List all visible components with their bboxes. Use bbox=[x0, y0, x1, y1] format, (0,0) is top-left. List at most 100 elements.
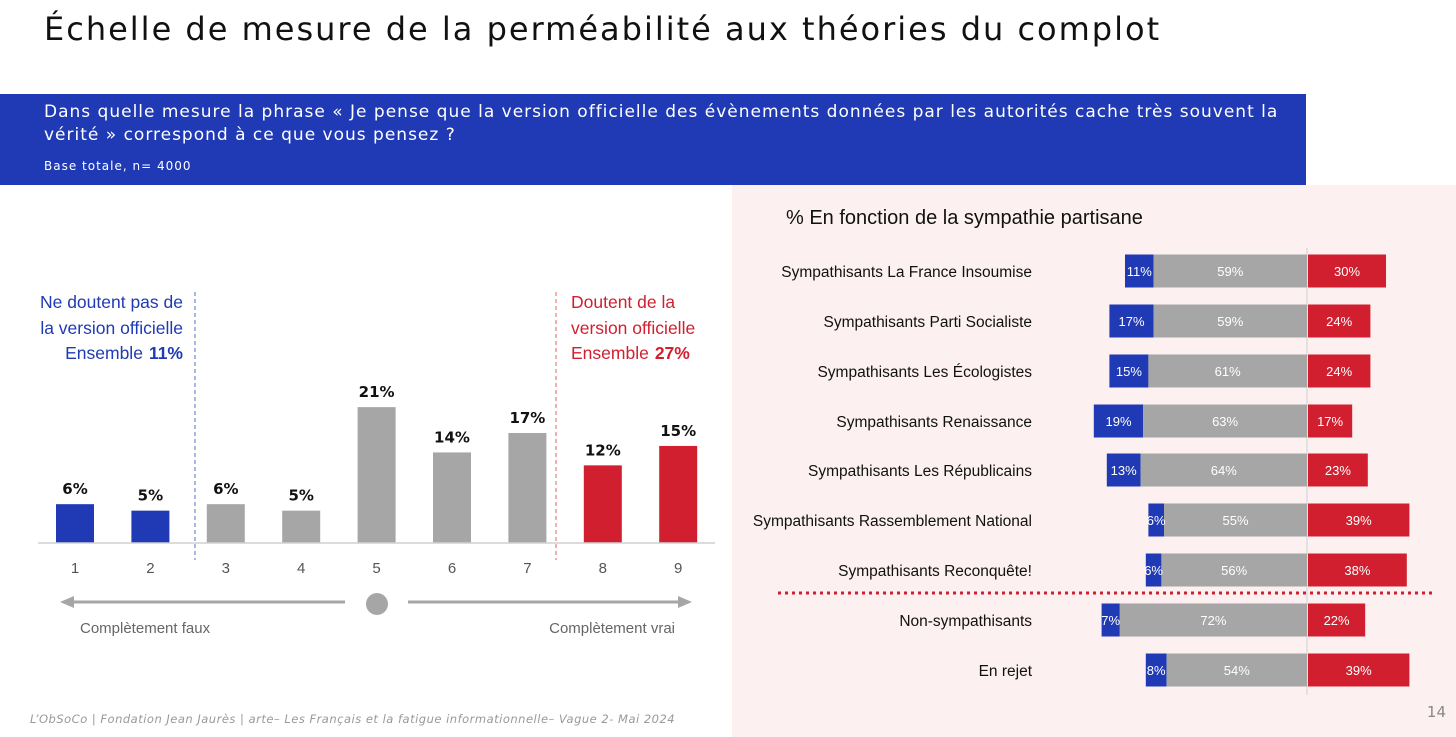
doubt-line3: Ensemble 27% bbox=[571, 343, 690, 363]
party-value-no-doubt: 13% bbox=[1111, 463, 1137, 478]
bar-value-label: 6% bbox=[62, 480, 87, 498]
no-doubt-ensemble-label: Ensemble bbox=[65, 343, 143, 363]
party-label: En rejet bbox=[979, 663, 1033, 680]
party-bar-neutral bbox=[1166, 653, 1307, 687]
party-value-doubt: 24% bbox=[1326, 364, 1352, 379]
party-bar-no-doubt bbox=[1101, 603, 1120, 637]
party-value-no-doubt: 17% bbox=[1118, 314, 1144, 329]
doubt-annotation: Doutent de la version officielle Ensembl… bbox=[571, 292, 695, 363]
x-tick-label: 8 bbox=[599, 560, 607, 577]
x-tick-label: 2 bbox=[146, 560, 154, 577]
base-text: Base totale, n= 4000 bbox=[44, 159, 192, 173]
axis-left-label: Complètement faux bbox=[80, 620, 211, 637]
party-label: Sympathisants Rassemblement National bbox=[753, 513, 1032, 530]
party-bar-doubt bbox=[1308, 304, 1371, 338]
party-bar-no-doubt bbox=[1109, 354, 1149, 388]
footer-source: L’ObSoCo | Fondation Jean Jaurès | arte–… bbox=[30, 712, 676, 726]
bar-2 bbox=[131, 510, 170, 543]
no-doubt-total-value: 11% bbox=[149, 343, 183, 363]
party-bar-doubt bbox=[1308, 354, 1371, 388]
party-value-neutral: 54% bbox=[1224, 663, 1250, 678]
party-value-neutral: 64% bbox=[1211, 463, 1237, 478]
bar-value-label: 14% bbox=[434, 428, 470, 446]
party-value-doubt: 23% bbox=[1325, 463, 1351, 478]
scale-midpoint-icon bbox=[366, 593, 388, 615]
arrow-left-head-icon bbox=[60, 596, 74, 608]
doubt-line1: Doutent de la bbox=[571, 292, 675, 312]
party-bar-neutral bbox=[1143, 404, 1307, 438]
party-bar-doubt bbox=[1308, 404, 1353, 438]
bar-1 bbox=[56, 504, 94, 543]
party-value-no-doubt: 11% bbox=[1127, 264, 1152, 279]
doubt-total-value: 27% bbox=[655, 343, 690, 363]
bar-value-label: 12% bbox=[585, 441, 621, 459]
party-label: Sympathisants Parti Socialiste bbox=[824, 314, 1032, 331]
doubt-line2: version officielle bbox=[571, 318, 695, 338]
bar-6 bbox=[433, 452, 471, 543]
x-tick-label: 9 bbox=[674, 560, 682, 577]
x-tick-label: 7 bbox=[523, 560, 531, 577]
x-tick-label: 4 bbox=[297, 560, 305, 577]
party-value-neutral: 59% bbox=[1217, 264, 1243, 279]
party-value-doubt: 22% bbox=[1324, 613, 1350, 628]
party-chart-title: % En fonction de la sympathie partisane bbox=[786, 207, 1143, 229]
bar-value-label: 5% bbox=[288, 487, 313, 505]
party-label: Sympathisants Les Écologistes bbox=[817, 364, 1032, 381]
party-bar-doubt bbox=[1308, 503, 1410, 537]
bar-9 bbox=[659, 445, 698, 543]
party-value-neutral: 61% bbox=[1215, 364, 1241, 379]
x-tick-label: 5 bbox=[372, 560, 380, 577]
party-label: Sympathisants La France Insoumise bbox=[781, 264, 1032, 281]
party-label: Sympathisants Reconquête! bbox=[838, 563, 1032, 580]
bar-3 bbox=[206, 504, 245, 543]
no-doubt-annotation: Ne doutent pas de la version officielle … bbox=[40, 292, 183, 363]
party-bar-no-doubt bbox=[1148, 503, 1164, 537]
party-value-no-doubt: 8% bbox=[1147, 663, 1166, 678]
bar-value-label: 17% bbox=[509, 409, 545, 427]
party-bar-no-doubt bbox=[1125, 254, 1154, 288]
party-bar-no-doubt bbox=[1145, 653, 1167, 687]
bar-4 bbox=[282, 510, 321, 543]
party-value-no-doubt: 19% bbox=[1105, 414, 1131, 429]
party-bar-neutral bbox=[1148, 354, 1307, 388]
party-bar-neutral bbox=[1140, 453, 1307, 487]
party-bar-doubt bbox=[1308, 553, 1407, 587]
arrow-right-head-icon bbox=[678, 596, 692, 608]
party-label: Sympathisants Les Républicains bbox=[808, 463, 1032, 480]
no-doubt-line3: Ensemble 11% bbox=[65, 343, 183, 363]
bar-value-label: 21% bbox=[359, 383, 395, 401]
no-doubt-line2: la version officielle bbox=[40, 318, 183, 338]
party-bar-neutral bbox=[1161, 553, 1307, 587]
bar-5 bbox=[357, 407, 396, 543]
party-value-neutral: 56% bbox=[1221, 563, 1247, 578]
party-bar-doubt bbox=[1308, 453, 1368, 487]
party-value-neutral: 55% bbox=[1222, 513, 1248, 528]
party-value-no-doubt: 6% bbox=[1147, 513, 1166, 528]
x-tick-label: 3 bbox=[222, 560, 230, 577]
axis-right-label: Complètement vrai bbox=[549, 620, 675, 637]
question-banner: Dans quelle mesure la phrase « Je pense … bbox=[0, 94, 1306, 185]
party-bar-no-doubt bbox=[1145, 553, 1162, 587]
party-bar-doubt bbox=[1308, 254, 1386, 288]
party-value-doubt: 24% bbox=[1326, 314, 1352, 329]
party-bar-no-doubt bbox=[1093, 404, 1144, 438]
party-value-doubt: 39% bbox=[1346, 513, 1372, 528]
party-value-no-doubt: 15% bbox=[1116, 364, 1142, 379]
party-value-no-doubt: 6% bbox=[1144, 563, 1163, 578]
bar-8 bbox=[583, 465, 622, 543]
question-text: Dans quelle mesure la phrase « Je pense … bbox=[44, 102, 1279, 145]
party-value-neutral: 59% bbox=[1217, 314, 1243, 329]
party-label: Sympathisants Renaissance bbox=[836, 414, 1032, 431]
scale-bar-chart: 6%15%26%35%421%514%617%712%815%9 bbox=[56, 383, 698, 577]
page-title: Échelle de mesure de la perméabilité aux… bbox=[44, 10, 1162, 48]
page-number: 14 bbox=[1426, 703, 1446, 721]
party-value-doubt: 17% bbox=[1317, 414, 1343, 429]
bar-7 bbox=[508, 433, 547, 543]
party-label: Non-sympathisants bbox=[899, 613, 1032, 630]
party-value-neutral: 72% bbox=[1200, 613, 1226, 628]
bar-value-label: 6% bbox=[213, 480, 238, 498]
party-bar-neutral bbox=[1119, 603, 1307, 637]
doubt-ensemble-label: Ensemble bbox=[571, 343, 649, 363]
party-bar-no-doubt bbox=[1109, 304, 1154, 338]
